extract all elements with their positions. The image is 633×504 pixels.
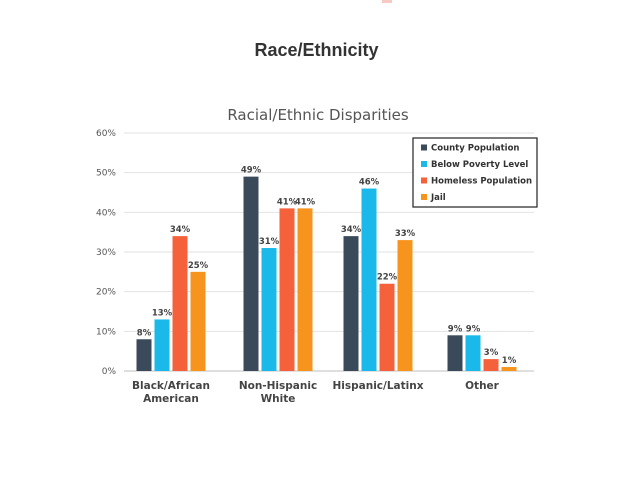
bar — [172, 236, 188, 371]
bar — [501, 367, 517, 371]
chart-title: Racial/Ethnic Disparities — [227, 106, 409, 124]
bar — [447, 335, 463, 371]
y-tick-label: 50% — [96, 169, 116, 179]
data-label: 46% — [359, 178, 380, 188]
data-label: 41% — [277, 197, 298, 207]
legend-swatch — [421, 161, 427, 167]
y-tick-label: 20% — [96, 288, 116, 298]
top-accent-mark — [382, 0, 392, 3]
data-label: 41% — [295, 197, 316, 207]
category-label: Other — [465, 380, 500, 392]
data-label: 8% — [137, 328, 152, 338]
y-tick-label: 40% — [96, 208, 116, 218]
bar — [136, 339, 152, 371]
bar — [361, 188, 377, 371]
axes: 0% 10% 20% 30% 40% 50% 60% Black/AfricanAmerica… — [96, 129, 500, 405]
bar — [297, 208, 313, 371]
data-label: 31% — [259, 237, 280, 247]
data-label: 9% — [448, 324, 463, 334]
data-label: 3% — [484, 348, 499, 358]
bar — [261, 248, 277, 371]
y-tick-label: 10% — [96, 327, 116, 337]
bar — [279, 208, 295, 371]
bars — [136, 176, 517, 371]
bar — [243, 176, 259, 371]
data-label: 9% — [466, 324, 481, 334]
bar — [190, 271, 206, 371]
bar — [397, 240, 413, 371]
data-label: 25% — [188, 261, 209, 271]
data-labels: 8%13% 34% 25% 49% 31% 41%41% 34% 46% 22% 33% 9% 9% 3… — [137, 166, 517, 366]
data-label: 33% — [395, 229, 416, 239]
data-label: 34% — [170, 225, 191, 235]
category-label: White — [261, 393, 296, 405]
data-label: 49% — [241, 166, 262, 176]
bar — [154, 319, 170, 371]
legend-label: County Population — [431, 144, 519, 154]
bar — [379, 283, 395, 371]
legend-swatch — [421, 177, 427, 184]
page-title: Race/Ethnicity — [254, 40, 379, 60]
y-tick-label: 60% — [96, 129, 116, 139]
legend: County Population Below Poverty Level Home… — [412, 137, 538, 208]
category-label: Non-Hispanic — [239, 380, 317, 392]
y-tick-label: 0% — [102, 367, 117, 377]
data-label: 13% — [152, 308, 173, 318]
legend-swatch — [421, 194, 427, 200]
legend-label: Homeless Population — [431, 177, 532, 187]
data-label: 22% — [377, 273, 398, 283]
data-label: 1% — [502, 356, 517, 366]
category-label: Black/African — [132, 380, 210, 392]
legend-swatch — [421, 144, 427, 151]
data-label: 34% — [341, 225, 362, 235]
bar — [465, 335, 481, 371]
bar — [483, 359, 499, 371]
legend-label: Below Poverty Level — [431, 160, 528, 170]
bar — [343, 236, 359, 371]
y-tick-label: 30% — [96, 248, 116, 258]
legend-label: Jail — [430, 193, 446, 203]
category-label: American — [143, 393, 199, 405]
category-label: Hispanic/Latinx — [332, 380, 423, 392]
legend-box — [412, 137, 538, 208]
